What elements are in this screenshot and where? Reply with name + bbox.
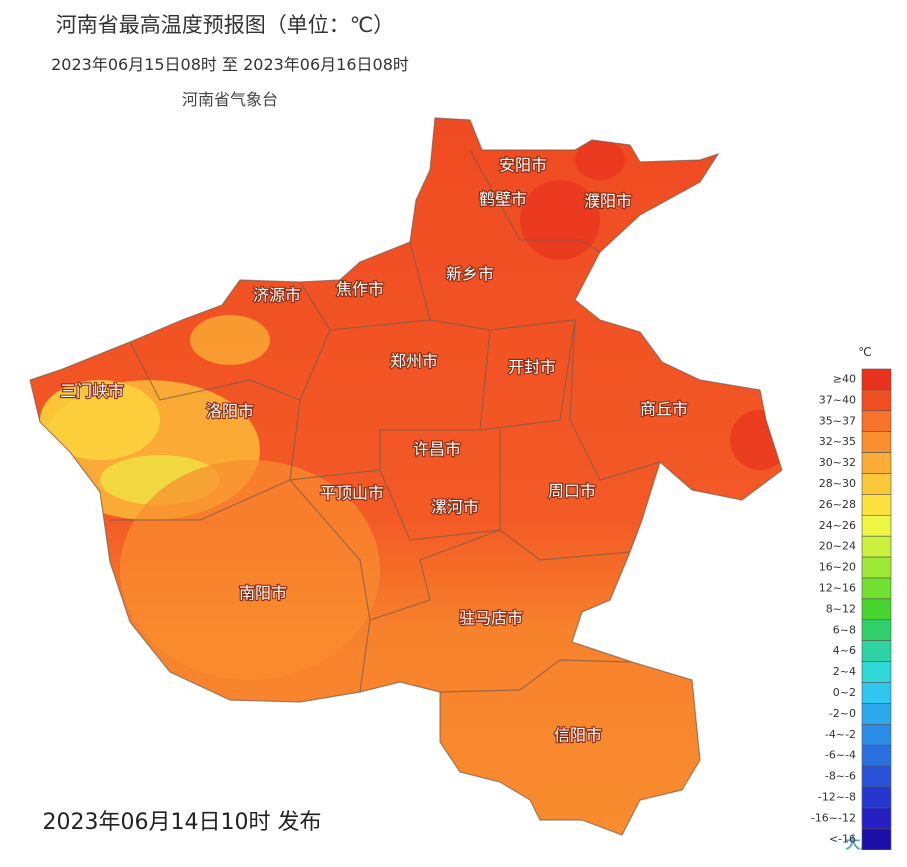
legend-swatch — [861, 473, 892, 495]
legend-swatch — [861, 410, 892, 432]
legend-label: 12~16 — [819, 581, 856, 594]
legend-label: 37~40 — [819, 393, 856, 406]
legend-label: -6~-4 — [825, 749, 856, 762]
legend-label: 8~12 — [826, 602, 856, 615]
legend-swatch — [861, 368, 892, 391]
legend-label: -2~0 — [829, 707, 856, 720]
city-label: 信阳市 — [554, 726, 602, 745]
legend-label: 30~32 — [819, 456, 856, 469]
legend-label: -12~-8 — [818, 790, 856, 803]
legend-swatch — [861, 452, 892, 474]
legend-swatch — [861, 703, 892, 725]
legend-swatch — [861, 556, 892, 579]
legend-label: 24~26 — [819, 519, 856, 532]
legend-label: 20~24 — [819, 540, 856, 553]
legend-swatch — [861, 723, 892, 746]
city-label: 安阳市 — [499, 156, 547, 175]
city-label: 鹤壁市 — [479, 190, 527, 209]
legend-label: 28~30 — [819, 477, 856, 490]
city-label: 周口市 — [548, 482, 596, 501]
legend-swatch — [861, 431, 892, 453]
city-label: 驻马店市 — [459, 609, 523, 628]
legend-label: 6~8 — [833, 623, 856, 636]
legend-unit: ℃ — [858, 345, 871, 359]
city-label: 济源市 — [253, 286, 301, 305]
legend-swatch — [861, 744, 892, 767]
city-label: 郑州市 — [390, 352, 438, 371]
legend-swatch — [861, 535, 892, 558]
legend-label: 0~2 — [833, 686, 856, 699]
legend-label: 32~35 — [819, 435, 856, 448]
legend-label: -16~-12 — [811, 811, 856, 824]
legend-label: ≥40 — [833, 372, 856, 385]
legend-label: -4~-2 — [825, 728, 856, 741]
publish-time: 2023年06月14日10时 发布 — [43, 810, 322, 835]
city-label: 平顶山市 — [320, 484, 384, 503]
city-label: 三门峡市 — [60, 382, 124, 401]
city-label: 新乡市 — [446, 265, 494, 284]
city-label: 南阳市 — [239, 584, 287, 603]
legend-label: 4~6 — [833, 644, 856, 657]
legend-swatch — [861, 807, 892, 830]
legend-label: -8~-6 — [825, 770, 856, 783]
legend-label: 26~28 — [819, 498, 856, 511]
legend-swatch — [861, 494, 892, 516]
legend-label: 35~37 — [819, 414, 856, 427]
issuer: 河南省气象台 — [182, 90, 278, 109]
legend-swatch — [861, 619, 892, 641]
city-label: 漯河市 — [431, 498, 479, 517]
legend-swatch — [861, 577, 892, 600]
legend-swatch — [861, 640, 892, 662]
forecast-period: 2023年06月15日08时 至 2023年06月16日08时 — [51, 55, 409, 74]
legend-swatch — [861, 661, 892, 683]
legend-swatch — [861, 828, 892, 850]
city-label: 许昌市 — [413, 440, 461, 459]
city-label: 焦作市 — [336, 280, 384, 299]
legend-swatch — [861, 514, 892, 537]
city-label: 濮阳市 — [584, 192, 632, 211]
legend-label: <-16 — [829, 832, 856, 845]
map-title: 河南省最高温度预报图（单位：℃） — [56, 13, 395, 37]
legend-swatch — [861, 786, 892, 809]
legend-label: 2~4 — [833, 665, 856, 678]
legend-swatch — [861, 389, 892, 412]
city-label: 开封市 — [508, 358, 556, 377]
city-label: 商丘市 — [640, 400, 688, 419]
legend-label: 16~20 — [819, 561, 856, 574]
boundaries — [29, 117, 783, 836]
city-label: 洛阳市 — [206, 402, 254, 421]
legend-swatch — [861, 598, 892, 621]
legend-swatch — [861, 682, 892, 704]
legend-swatch — [861, 765, 892, 788]
